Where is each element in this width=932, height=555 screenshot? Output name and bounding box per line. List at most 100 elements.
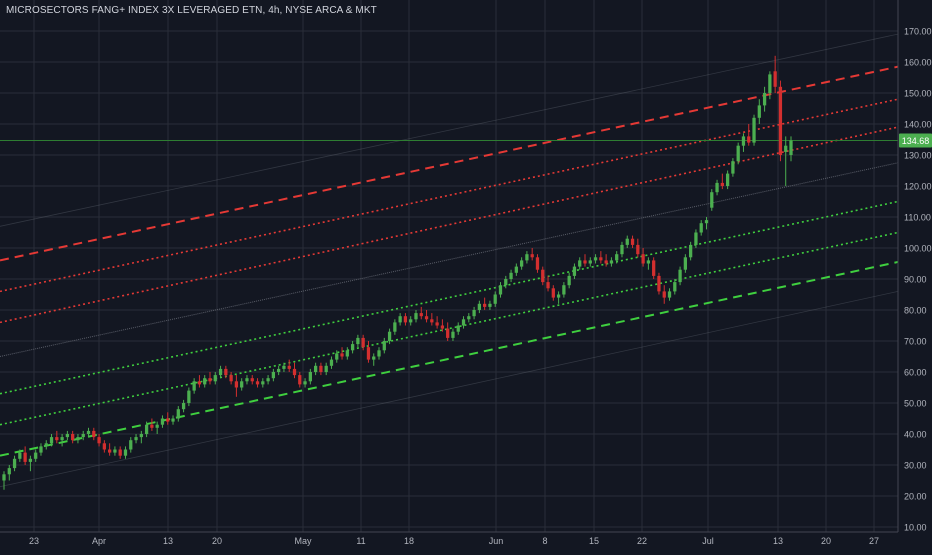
candle-body [667,291,672,298]
candle-body [741,136,746,146]
candle-body [593,257,598,261]
candle-body [641,254,645,264]
candle-body [55,437,59,441]
y-tick-label: 120.00 [904,182,932,192]
candle-body [303,381,307,385]
x-tick-label: 22 [637,536,647,546]
x-tick-label: Apr [92,536,106,546]
candle-body [620,244,624,255]
candle-body [694,232,698,245]
candle-body [176,409,180,419]
candle-body [762,93,767,106]
candle-body [350,344,355,351]
candle-body [76,437,80,441]
candle-body [588,260,592,264]
candle-body [567,275,571,286]
candle-body [266,378,270,382]
candle-body [393,322,397,332]
candle-body [203,378,207,385]
candle-body [345,350,349,357]
candle-body [493,294,497,304]
y-tick-label: 140.00 [904,120,932,130]
candle-body [472,310,476,317]
y-tick-label: 150.00 [904,89,932,99]
candle-body [710,192,714,208]
candle-body [197,381,202,385]
candle-body [65,434,70,438]
candle-body [736,145,740,162]
candle-body [208,378,212,382]
candle-body [556,294,561,298]
candle-body [277,368,281,372]
x-tick-label: 13 [163,536,173,546]
channel-line-green-dotted [0,231,899,426]
candle-body [704,220,709,224]
channel-line-grey-faint [0,291,899,488]
candle-body [218,368,223,376]
candle-body [113,449,117,453]
candle-body [784,145,788,152]
candle-body [451,331,455,338]
x-tick-label: Jul [702,536,714,546]
candle-body [292,368,297,376]
candle-body [477,303,482,310]
candle-body [12,458,17,469]
candle-body [97,437,101,444]
candle-body [604,260,608,264]
candle-body [340,353,344,357]
candle-body [514,266,518,273]
candle-body [28,458,33,462]
y-tick-label: 170.00 [904,27,932,37]
candle-body [562,285,566,295]
candle-body [414,313,418,320]
y-tick-label: 130.00 [904,151,932,161]
candle-body [366,347,371,360]
channel-line-grey-solid [0,162,899,357]
candle-body [335,353,339,360]
y-tick-label: 100.00 [904,244,932,254]
candle-body [250,378,254,382]
channel-line-red-dotted [0,98,899,293]
candle-body [92,430,96,438]
candle-body [467,316,471,320]
candle-body [166,418,170,422]
candle-body [150,424,154,428]
grid-layer [0,0,898,532]
candle-body [572,266,577,276]
x-tick-label: 23 [29,536,39,546]
candle-body [2,474,6,481]
x-tick-label: 8 [542,536,547,546]
candle-body [419,313,423,317]
candle-body [546,282,550,289]
candle-body [498,285,503,295]
candle-body [39,446,43,453]
candle-body [630,238,635,245]
candle-body [18,452,22,459]
candle-body [715,182,719,193]
candle-body [382,341,386,351]
candle-body [387,331,392,341]
candle-body [102,443,106,450]
candle-body [720,182,724,186]
candle-body [778,86,783,155]
candle-body [757,105,761,118]
candle-body [134,437,138,441]
candle-body [768,74,772,93]
x-tick-label: 11 [356,536,365,546]
candle-body [583,260,587,264]
y-tick-label: 20.00 [904,492,927,502]
candle-body [108,449,112,453]
y-tick-label: 110.00 [904,213,931,223]
candle-body [329,359,334,366]
candle-body [313,365,318,372]
candle-body [86,430,91,434]
y-tick-label: 60.00 [904,368,927,378]
candle-body [234,381,239,388]
y-tick-label: 10.00 [904,523,927,533]
candle-body [298,375,302,385]
y-tick-label: 80.00 [904,306,927,316]
candle-body [683,257,687,270]
